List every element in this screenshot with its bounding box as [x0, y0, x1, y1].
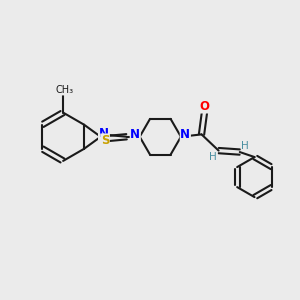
Text: O: O [200, 100, 209, 113]
Text: CH₃: CH₃ [56, 85, 74, 95]
Text: N: N [130, 128, 140, 141]
Text: H: H [209, 152, 217, 162]
Text: N: N [180, 128, 190, 141]
Text: N: N [99, 127, 109, 140]
Text: H: H [241, 141, 249, 151]
Text: S: S [101, 134, 109, 147]
